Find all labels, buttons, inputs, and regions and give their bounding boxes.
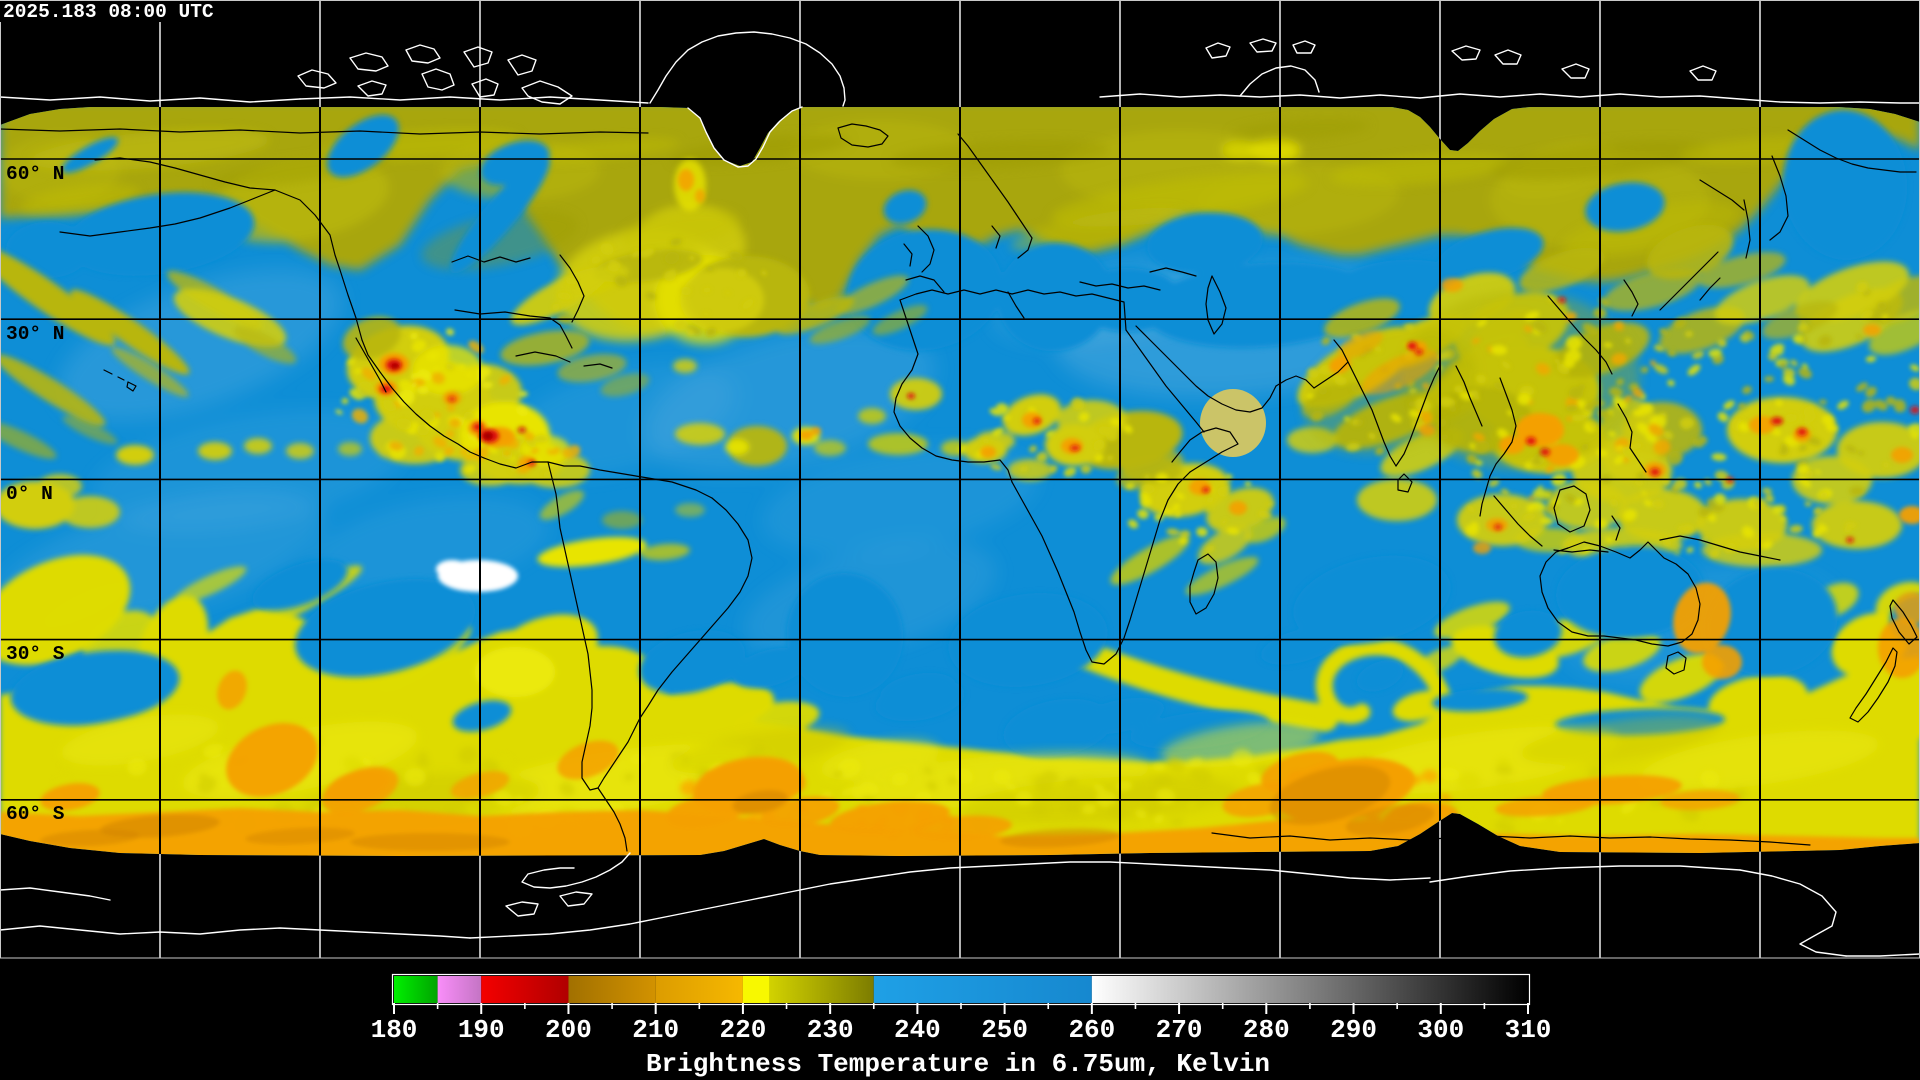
svg-text:240: 240 bbox=[894, 1015, 941, 1045]
svg-text:300: 300 bbox=[1417, 1015, 1464, 1045]
svg-text:310: 310 bbox=[1505, 1015, 1552, 1045]
svg-text:260: 260 bbox=[1068, 1015, 1115, 1045]
svg-text:220: 220 bbox=[720, 1015, 767, 1045]
svg-text:250: 250 bbox=[981, 1015, 1028, 1045]
svg-text:230: 230 bbox=[807, 1015, 854, 1045]
svg-text:60° N: 60° N bbox=[6, 163, 65, 185]
svg-text:2025.183 08:00 UTC: 2025.183 08:00 UTC bbox=[3, 1, 214, 23]
svg-text:30° N: 30° N bbox=[6, 323, 65, 345]
svg-text:60° S: 60° S bbox=[6, 803, 65, 825]
svg-text:0° N: 0° N bbox=[6, 483, 53, 505]
svg-text:200: 200 bbox=[545, 1015, 592, 1045]
svg-text:270: 270 bbox=[1156, 1015, 1203, 1045]
svg-text:290: 290 bbox=[1330, 1015, 1377, 1045]
svg-text:30° S: 30° S bbox=[6, 643, 65, 665]
svg-text:210: 210 bbox=[632, 1015, 679, 1045]
svg-text:280: 280 bbox=[1243, 1015, 1290, 1045]
svg-text:190: 190 bbox=[458, 1015, 505, 1045]
svg-text:180: 180 bbox=[371, 1015, 418, 1045]
svg-text:Brightness Temperature in 6.75: Brightness Temperature in 6.75um, Kelvin bbox=[646, 1049, 1270, 1079]
